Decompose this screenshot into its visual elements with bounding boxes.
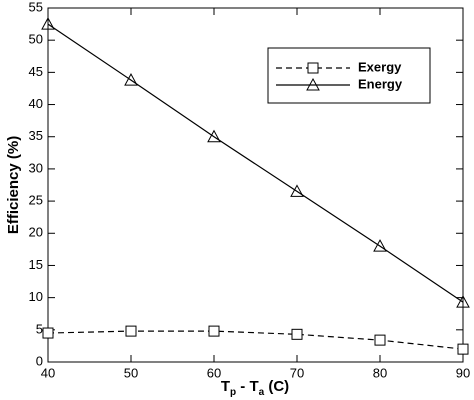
marker: [125, 325, 137, 337]
y-axis-label: Efficiency (%): [5, 136, 22, 234]
x-tick-label: 80: [373, 365, 387, 380]
y-tick-label: 20: [29, 225, 43, 240]
marker: [124, 73, 138, 86]
y-tick-label: 35: [29, 128, 43, 143]
y-tick-label: 10: [29, 289, 43, 304]
y-tick-label: 5: [36, 321, 43, 336]
x-tick-label: 60: [207, 365, 221, 380]
marker: [374, 334, 386, 346]
marker: [208, 325, 220, 337]
x-tick-label: 90: [456, 365, 470, 380]
x-axis-label-part: T: [221, 378, 230, 395]
legend-label: Energy: [358, 76, 403, 91]
x-axis-label-part: - T: [236, 378, 259, 395]
y-tick-label: 0: [36, 353, 43, 368]
marker: [290, 184, 304, 197]
marker: [41, 17, 55, 30]
marker: [42, 327, 54, 339]
legend-box: [267, 47, 431, 104]
marker: [207, 129, 221, 143]
y-tick-label: 45: [29, 64, 43, 79]
x-tick-label: 40: [41, 365, 55, 380]
legend-label: Exergy: [358, 59, 402, 74]
x-tick-label: 50: [124, 365, 138, 380]
legend-marker: [306, 77, 320, 91]
y-tick-label: 25: [29, 193, 43, 208]
series-line: [47, 23, 464, 303]
marker: [457, 343, 469, 355]
x-axis-label-part: a: [259, 387, 265, 398]
y-tick-label: 15: [29, 257, 43, 272]
x-tick-label: 70: [290, 365, 304, 380]
x-axis-label-part: (C): [264, 378, 289, 395]
marker: [456, 295, 470, 308]
legend-marker: [307, 62, 319, 74]
y-tick-label: 50: [29, 32, 43, 47]
plot-frame: [47, 7, 464, 363]
marker: [373, 239, 387, 252]
y-tick-label: 55: [29, 0, 43, 14]
y-tick-label: 30: [29, 160, 43, 175]
marker: [291, 328, 303, 340]
x-axis-label: Tp - Ta (C): [221, 378, 289, 398]
y-tick-label: 40: [29, 96, 43, 111]
x-axis-label-part: p: [230, 387, 236, 398]
series-line: [47, 330, 464, 350]
